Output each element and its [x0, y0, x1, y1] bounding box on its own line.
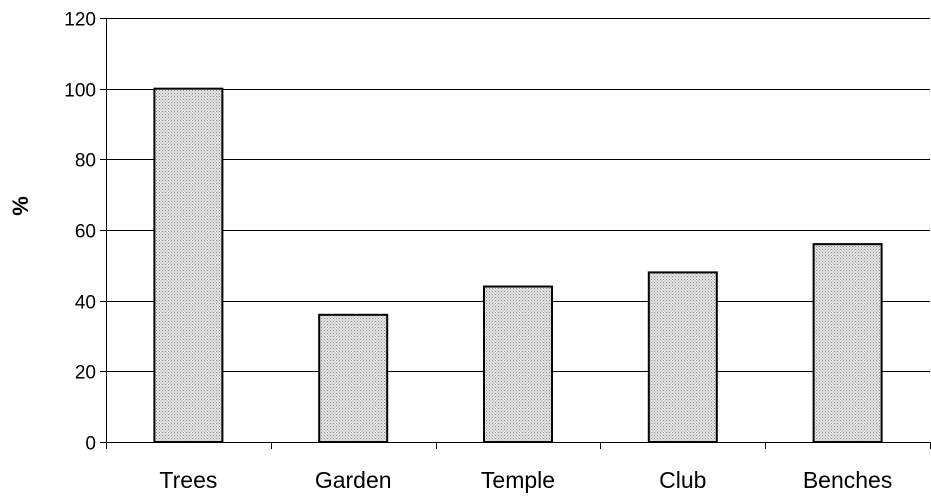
y-tick-label: 20 — [75, 363, 96, 384]
labels: 0 20 40 60 80 100 120 Trees Garden Temple Club Benc… — [64, 10, 892, 494]
axes — [100, 18, 931, 449]
bar-garden — [318, 313, 389, 443]
bar-club — [647, 271, 718, 443]
gridlines — [106, 18, 930, 372]
y-tick-label: 100 — [64, 81, 96, 102]
y-tick-label: 80 — [75, 151, 96, 172]
x-tick-label: Garden — [315, 467, 392, 493]
x-tick-label: Benches — [803, 467, 893, 493]
y-axis-title: % — [8, 196, 33, 216]
y-tick-label: 60 — [75, 222, 96, 243]
bar-trees — [153, 87, 224, 444]
y-tick-label: 120 — [64, 10, 96, 31]
y-tick-label: 40 — [75, 293, 96, 314]
x-tick-label: Club — [659, 467, 706, 493]
bar-temple — [483, 285, 553, 443]
x-tick-label: Temple — [481, 467, 555, 493]
y-tick-label: 0 — [85, 434, 96, 455]
bar-benches — [812, 243, 883, 443]
bars — [153, 87, 883, 444]
x-tick-label: Trees — [159, 467, 217, 493]
